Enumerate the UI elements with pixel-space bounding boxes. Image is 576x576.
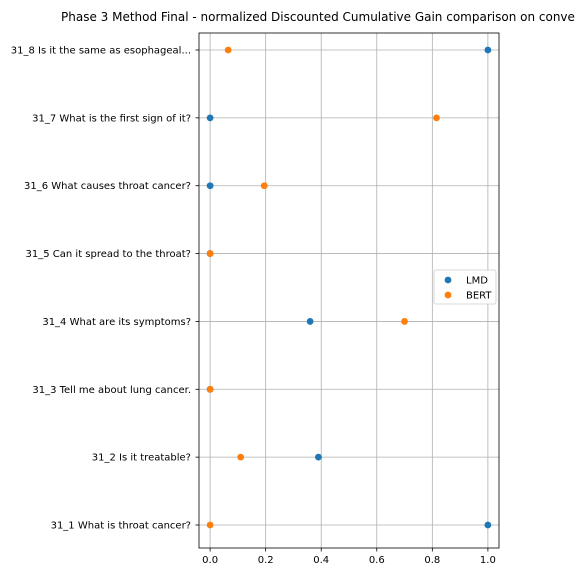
legend-label-lmd: LMD xyxy=(466,276,488,287)
y-tick-label: 31_5 Can it spread to the throat? xyxy=(26,249,191,260)
chart-title: Phase 3 Method Final - normalized Discou… xyxy=(61,10,575,24)
y-tick-label: 31_4 What are its symptoms? xyxy=(42,317,191,328)
point-bert xyxy=(401,318,408,325)
point-bert xyxy=(206,250,214,257)
point-bert xyxy=(260,182,268,190)
x-tick-label: 0.2 xyxy=(258,555,274,566)
x-tick-label: 0.4 xyxy=(313,555,329,566)
point-lmd xyxy=(484,521,492,529)
plot-frame xyxy=(198,32,500,549)
legend-marker-bert xyxy=(444,291,452,299)
legend-marker-lmd xyxy=(444,276,452,284)
point-bert xyxy=(206,521,214,529)
y-tick-label: 31_1 What is throat cancer? xyxy=(51,521,191,532)
point-bert xyxy=(433,114,440,122)
y-tick-label: 31_7 What is the first sign of it? xyxy=(32,113,191,124)
y-tick-label: 31_2 Is it treatable? xyxy=(92,453,191,464)
point-lmd xyxy=(206,182,214,190)
legend-label-bert: BERT xyxy=(466,291,492,302)
point-lmd xyxy=(484,46,492,54)
point-bert xyxy=(224,46,232,54)
x-tick-label: 0.6 xyxy=(369,555,385,566)
point-lmd xyxy=(306,318,314,325)
data-points xyxy=(206,46,492,529)
point-lmd xyxy=(315,453,322,461)
x-tick-label: 0.8 xyxy=(424,555,440,566)
y-tick-label: 31_3 Tell me about lung cancer. xyxy=(32,385,191,396)
y-tick-label: 31_6 What causes throat cancer? xyxy=(24,181,191,192)
y-axis: 31_1 What is throat cancer? 31_2 Is it tr… xyxy=(11,46,199,532)
point-bert xyxy=(206,385,214,393)
legend: LMD BERT xyxy=(433,269,497,305)
point-lmd xyxy=(206,114,214,122)
point-bert xyxy=(237,453,245,461)
x-tick-label: 0.0 xyxy=(202,555,218,566)
y-tick-label: 31_8 Is it the same as esophageal... xyxy=(11,46,191,57)
x-tick-label: 1.0 xyxy=(480,555,496,566)
x-axis: 0.0 0.2 0.4 0.6 0.8 1.0 xyxy=(202,548,496,566)
